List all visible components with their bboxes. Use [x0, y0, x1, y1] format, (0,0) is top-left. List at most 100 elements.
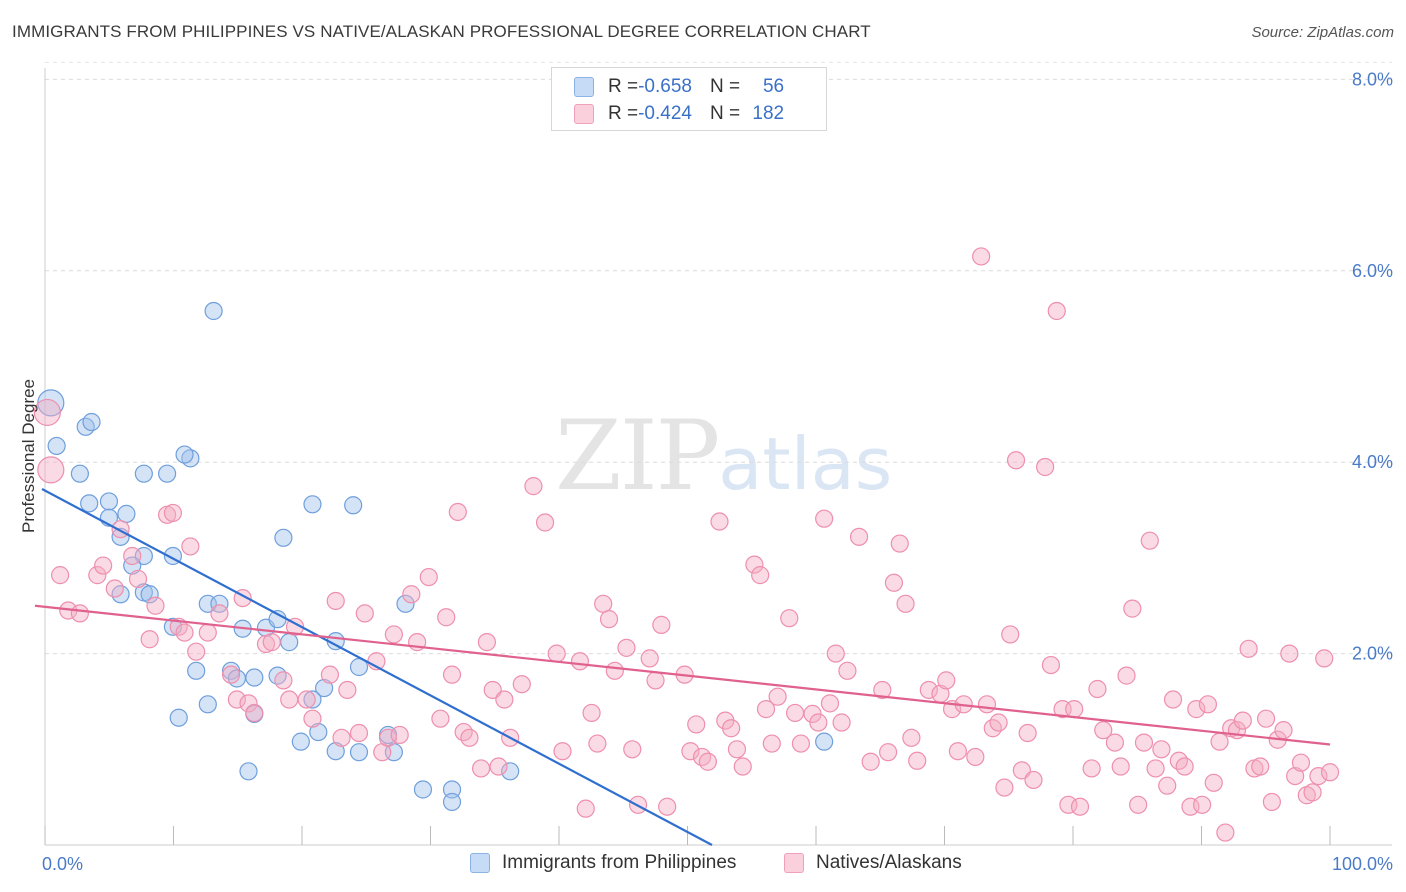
data-point: [1251, 757, 1270, 776]
data-point: [687, 715, 706, 734]
data-point: [780, 609, 799, 628]
data-point: [908, 751, 927, 770]
data-point: [919, 680, 938, 700]
legend-r-value: -0.658: [638, 76, 692, 97]
data-point: [431, 709, 450, 728]
data-point: [977, 695, 997, 714]
data-point: [809, 713, 828, 732]
data-point: [756, 700, 776, 719]
data-point: [51, 566, 70, 585]
data-point: [105, 579, 124, 598]
data-point: [652, 615, 671, 634]
data-point: [268, 666, 287, 685]
data-point: [274, 528, 293, 547]
data-point: [861, 752, 880, 771]
data-point: [966, 747, 985, 767]
bottom-legend-swatch-philippines: [470, 853, 490, 873]
data-point: [175, 445, 194, 464]
data-point: [297, 690, 316, 709]
data-point: [413, 780, 433, 799]
data-point: [477, 633, 497, 652]
correlation-legend: R = -0.658 N = 56 R = -0.424 N = 182: [551, 67, 827, 131]
legend-row-philippines: R = -0.658 N = 56: [574, 75, 784, 99]
data-point: [169, 708, 188, 727]
data-point: [442, 665, 462, 684]
data-point: [1041, 655, 1061, 675]
x-tick-label: 0.0%: [42, 854, 83, 874]
trend-line-natives: [34, 604, 1331, 746]
data-point: [280, 633, 299, 652]
trend-line-philippines: [41, 488, 713, 846]
data-point: [163, 617, 183, 636]
data-point: [605, 661, 624, 680]
series-philippines: [37, 301, 834, 812]
data-point: [1065, 700, 1084, 719]
data-point: [1163, 690, 1183, 709]
data-point: [221, 665, 241, 684]
data-point: [204, 301, 223, 321]
data-point: [1134, 733, 1154, 752]
data-point: [82, 412, 101, 432]
data-point: [1239, 639, 1258, 658]
data-point: [117, 504, 136, 523]
data-point: [123, 556, 142, 575]
data-point: [355, 604, 374, 623]
data-point: [99, 492, 119, 511]
data-point: [1117, 666, 1136, 685]
data-point: [623, 740, 642, 759]
data-point: [460, 728, 479, 747]
data-point: [722, 719, 741, 738]
data-point: [210, 594, 229, 613]
data-point: [419, 567, 438, 587]
data-point: [1303, 783, 1322, 802]
data-point: [309, 722, 328, 742]
data-point: [187, 642, 206, 661]
watermark: ZIPatlas: [555, 400, 892, 512]
data-point: [198, 695, 217, 714]
data-point: [1198, 695, 1218, 714]
data-point: [123, 546, 142, 566]
legend-r-label: R =: [608, 103, 639, 124]
data-point: [995, 778, 1014, 797]
data-point: [448, 502, 467, 522]
legend-n-label: N =: [709, 76, 741, 97]
data-point: [989, 713, 1008, 732]
data-point: [442, 780, 462, 799]
data-point: [547, 644, 566, 663]
watermark-zip: ZIP: [555, 400, 720, 512]
data-point: [349, 743, 369, 762]
data-point: [315, 678, 334, 698]
data-point: [902, 728, 921, 747]
data-point: [471, 759, 491, 778]
data-point: [617, 638, 636, 657]
watermark-atlas: atlas: [718, 422, 893, 506]
data-point: [599, 610, 619, 629]
data-point: [594, 594, 613, 613]
data-point: [239, 762, 258, 781]
data-point: [134, 464, 153, 483]
data-point: [442, 792, 462, 812]
data-point: [768, 687, 787, 706]
data-point: [733, 757, 752, 776]
data-point: [349, 723, 369, 743]
data-point: [658, 797, 677, 816]
data-point: [1280, 644, 1299, 663]
data-point: [396, 594, 415, 613]
data-point: [489, 757, 508, 776]
data-point: [879, 743, 898, 762]
data-point: [1210, 732, 1229, 751]
data-point: [1233, 711, 1252, 730]
data-point: [1036, 457, 1055, 477]
data-point: [303, 495, 322, 514]
legend-swatch-philippines: [574, 77, 594, 97]
data-point: [181, 537, 200, 556]
data-point: [553, 742, 572, 761]
data-point: [384, 625, 403, 644]
data-point: [1193, 795, 1212, 814]
data-point: [820, 694, 840, 713]
data-point: [280, 690, 299, 709]
source-credit: Source: ZipAtlas.com: [1251, 24, 1394, 41]
bottom-legend-swatch-natives: [784, 853, 804, 873]
y-tick-label: 6.0%: [1352, 261, 1393, 281]
